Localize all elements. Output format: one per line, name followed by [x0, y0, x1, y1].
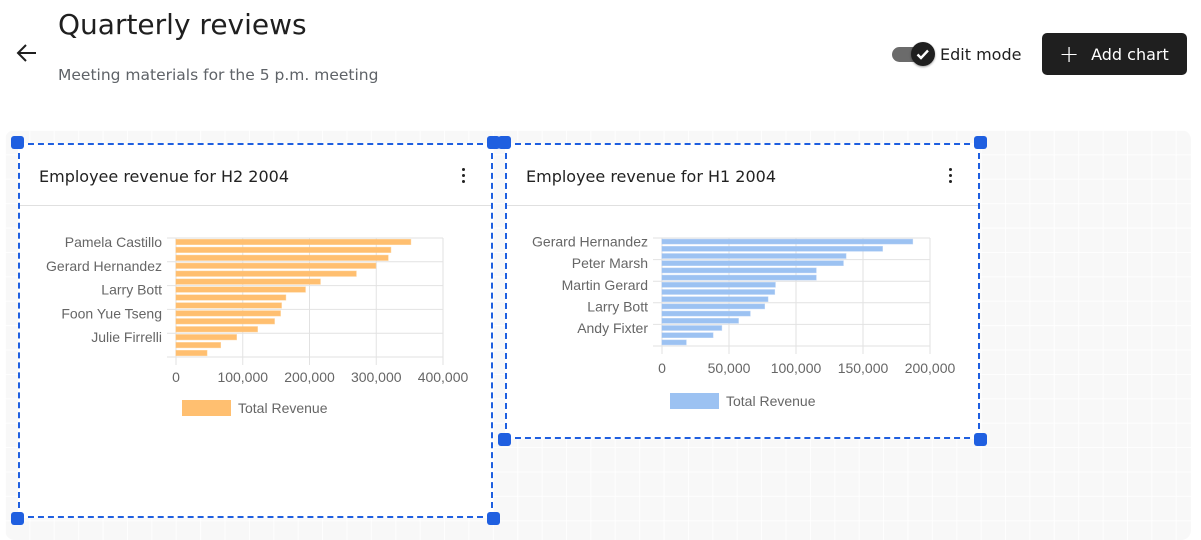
bar-chart: 0 100,000 200,000 300,000 400,000 Pamela Cast…	[46, 234, 469, 416]
bar	[175, 278, 321, 285]
y-category-label: Pamela Castillo	[65, 234, 162, 250]
kebab-menu-icon[interactable]	[944, 165, 956, 189]
back-arrow-icon[interactable]	[14, 40, 40, 66]
toggle-knob	[911, 42, 935, 66]
x-tick-label: 200,000	[284, 369, 335, 385]
y-category-label: Larry Bott	[101, 282, 162, 298]
card-divider	[20, 205, 491, 206]
add-chart-button[interactable]: + Add chart	[1042, 33, 1187, 75]
x-tick-label: 100,000	[217, 369, 268, 385]
bar	[175, 349, 208, 357]
y-category-label: Andy Fixter	[577, 320, 648, 336]
plus-icon: +	[1059, 40, 1080, 68]
resize-handle-bottom-left[interactable]	[498, 433, 511, 446]
resize-handle-top-right[interactable]	[974, 136, 987, 149]
bar	[661, 310, 751, 317]
x-tick-label: 0	[172, 369, 180, 385]
y-category-label: Martin Gerard	[562, 277, 648, 293]
bar	[661, 332, 714, 339]
bar	[175, 318, 275, 325]
bar	[175, 294, 287, 301]
legend-label: Total Revenue	[726, 393, 816, 409]
bar	[661, 267, 817, 274]
bar	[175, 342, 222, 349]
resize-handle-top-right[interactable]	[487, 136, 500, 149]
bar	[175, 326, 258, 333]
edit-mode-label: Edit mode	[940, 45, 1022, 64]
resize-handle-bottom-right[interactable]	[974, 433, 987, 446]
page-title: Quarterly reviews	[58, 8, 307, 41]
chart-card[interactable]: Employee revenue for H2 2004 0 100,000 200…	[11, 136, 500, 525]
x-tick-label: 400,000	[418, 369, 469, 385]
x-tick-label: 300,000	[351, 369, 402, 385]
bar	[661, 245, 883, 252]
y-category-label: Larry Bott	[587, 298, 648, 314]
y-category-label: Foon Yue Tseng	[61, 305, 162, 321]
y-category-label: Gerard Hernandez	[46, 258, 162, 274]
x-tick-label: 200,000	[905, 360, 956, 376]
y-category-label: Julie Firrelli	[91, 329, 162, 345]
x-tick-label: 50,000	[708, 360, 751, 376]
resize-handle-bottom-left[interactable]	[11, 512, 24, 525]
x-tick-label: 150,000	[838, 360, 889, 376]
check-icon	[916, 49, 929, 60]
bar	[175, 310, 281, 317]
edit-mode-toggle[interactable]	[892, 41, 936, 67]
kebab-menu-icon[interactable]	[457, 165, 469, 189]
bar	[175, 270, 357, 277]
legend-swatch	[182, 400, 231, 416]
card-divider	[507, 205, 978, 206]
bar	[175, 238, 412, 246]
bar	[175, 254, 389, 261]
bar	[661, 253, 847, 259]
add-chart-label: Add chart	[1091, 44, 1169, 64]
chart-card[interactable]: Employee revenue for H1 2004 0 50,000 100,…	[498, 136, 987, 446]
x-tick-label: 0	[658, 360, 666, 376]
card-title: Employee revenue for H1 2004	[526, 167, 777, 186]
card-title: Employee revenue for H2 2004	[39, 167, 290, 186]
legend-label: Total Revenue	[238, 400, 328, 416]
bar	[661, 281, 776, 288]
bar	[661, 274, 817, 281]
bar	[661, 289, 776, 295]
bar	[175, 334, 237, 341]
bar	[661, 296, 769, 303]
bar	[175, 286, 306, 293]
bar	[661, 317, 739, 324]
page-subtitle: Meeting materials for the 5 p.m. meeting	[58, 66, 379, 84]
bar	[175, 302, 282, 309]
resize-handle-top-left[interactable]	[498, 136, 511, 149]
y-category-label: Peter Marsh	[572, 255, 648, 271]
y-category-label: Gerard Hernandez	[532, 234, 648, 250]
bar	[175, 246, 392, 253]
resize-handle-top-left[interactable]	[11, 136, 24, 149]
bar	[661, 303, 766, 310]
resize-handle-bottom-right[interactable]	[487, 512, 500, 525]
legend-swatch	[670, 393, 719, 409]
bar-chart: 0 50,000 100,000 150,000 200,000 Gerard Herna…	[532, 234, 956, 409]
x-tick-label: 100,000	[771, 360, 822, 376]
bar	[661, 238, 914, 245]
bar	[661, 339, 687, 346]
bar	[175, 262, 377, 269]
bar	[661, 260, 844, 267]
bar	[661, 325, 723, 331]
